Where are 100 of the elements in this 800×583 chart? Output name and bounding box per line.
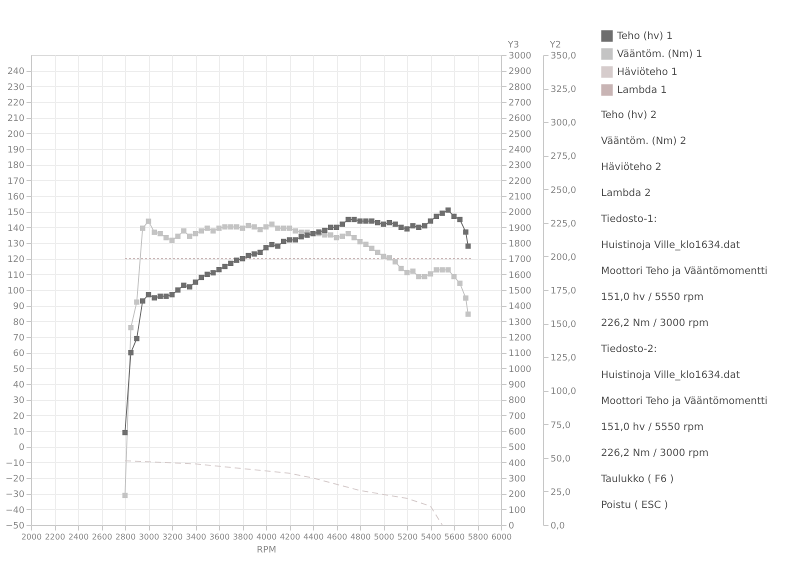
y-tick-label: 170 bbox=[7, 176, 25, 187]
point bbox=[457, 216, 463, 222]
point bbox=[128, 324, 134, 330]
y2-tick-label: 75,0 bbox=[550, 420, 571, 431]
y-tick-label: −30 bbox=[6, 490, 25, 500]
y-tick-label: 30 bbox=[13, 396, 25, 406]
y3-tick-label: 800 bbox=[508, 396, 526, 406]
point bbox=[322, 228, 328, 234]
x-tick-label: 4600 bbox=[326, 532, 348, 542]
point bbox=[198, 228, 204, 234]
y2-tick-label: 225,0 bbox=[550, 219, 577, 230]
point bbox=[175, 287, 181, 293]
legend-label: Vääntöm. (Nm) 1 bbox=[617, 49, 702, 60]
point bbox=[280, 238, 286, 244]
point bbox=[181, 228, 186, 234]
text: Moottori Teho ja Vääntömomentti bbox=[601, 266, 768, 277]
y3-tick-label: 2700 bbox=[508, 98, 532, 108]
point bbox=[228, 260, 234, 266]
point bbox=[204, 272, 210, 277]
x-tick-label: 3000 bbox=[138, 532, 160, 542]
y-tick-label: 80 bbox=[13, 318, 25, 328]
point bbox=[246, 252, 252, 258]
point bbox=[152, 295, 158, 300]
y3-tick-label: 1700 bbox=[508, 255, 532, 266]
point bbox=[410, 223, 416, 228]
point bbox=[369, 246, 374, 252]
y-tick-label: 150 bbox=[7, 208, 25, 218]
point bbox=[246, 222, 252, 228]
point bbox=[463, 229, 468, 235]
text: Poistu ( ESC ) bbox=[601, 500, 668, 511]
point bbox=[228, 224, 234, 230]
point bbox=[346, 216, 351, 222]
y-tick-label: 100 bbox=[7, 286, 25, 296]
y-tick-label: 140 bbox=[7, 224, 25, 234]
point bbox=[234, 258, 240, 263]
point bbox=[158, 230, 163, 236]
y-tick-label: 240 bbox=[7, 67, 25, 78]
point bbox=[465, 243, 471, 249]
point bbox=[386, 255, 392, 260]
y2-tick-label: 325,0 bbox=[550, 85, 577, 96]
legend-label: Lambda 1 bbox=[617, 85, 667, 96]
point bbox=[146, 292, 152, 298]
y-tick-label: 160 bbox=[7, 192, 25, 202]
point bbox=[369, 218, 374, 224]
y2-axis-title: Y2 bbox=[548, 40, 562, 50]
point bbox=[445, 267, 451, 273]
point bbox=[298, 234, 304, 240]
point bbox=[340, 234, 346, 239]
legend-label: Häviöteho 1 bbox=[617, 67, 678, 78]
point bbox=[292, 228, 298, 234]
y-tick-label: −50 bbox=[6, 522, 25, 532]
point bbox=[451, 214, 457, 220]
y3-tick-label: 2200 bbox=[508, 176, 532, 187]
y3-tick-label: 300 bbox=[508, 474, 526, 484]
point bbox=[140, 226, 146, 231]
point bbox=[257, 226, 263, 232]
point bbox=[240, 256, 246, 262]
y3-tick-label: 600 bbox=[508, 428, 526, 438]
point bbox=[163, 294, 169, 299]
x-tick-label: 3800 bbox=[232, 532, 254, 542]
point bbox=[434, 214, 440, 220]
point bbox=[463, 295, 468, 301]
point bbox=[263, 245, 269, 250]
y3-tick-label: 900 bbox=[508, 380, 526, 390]
point bbox=[186, 234, 192, 239]
point bbox=[445, 207, 451, 213]
y-tick-label: 200 bbox=[7, 130, 25, 140]
point bbox=[392, 222, 398, 227]
point bbox=[222, 224, 228, 230]
y2-tick-label: 25,0 bbox=[550, 488, 571, 498]
y3-tick-label: 100 bbox=[508, 506, 526, 516]
point bbox=[363, 242, 369, 247]
x-tick-label: 3400 bbox=[186, 532, 206, 542]
text: Teho (hv) 2 bbox=[600, 110, 657, 121]
point bbox=[275, 243, 280, 249]
y2-tick-label: 200,0 bbox=[550, 252, 577, 263]
point bbox=[351, 234, 357, 240]
point bbox=[428, 271, 434, 277]
y3-tick-label: 1200 bbox=[508, 334, 532, 344]
point bbox=[216, 266, 222, 272]
y-tick-label: 230 bbox=[7, 82, 25, 93]
point bbox=[392, 259, 398, 264]
y3-tick-label: 500 bbox=[508, 443, 526, 454]
point bbox=[192, 280, 198, 285]
point bbox=[252, 251, 257, 257]
point bbox=[440, 267, 445, 273]
point bbox=[434, 267, 440, 273]
text: Huistinoja Ville_klo1634.dat bbox=[601, 370, 740, 381]
y3-tick-label: 1100 bbox=[508, 349, 532, 360]
point bbox=[146, 218, 152, 224]
y2-tick-label: 50,0 bbox=[550, 454, 571, 464]
y-tick-label: 190 bbox=[7, 146, 25, 156]
y-tick-label: 0 bbox=[18, 443, 25, 454]
y3-tick-label: 400 bbox=[508, 458, 526, 469]
x-tick-label: 5400 bbox=[420, 532, 442, 542]
point bbox=[386, 220, 392, 226]
point bbox=[152, 230, 158, 235]
text: Häviöteho 2 bbox=[601, 162, 662, 173]
x-tick-label: 3200 bbox=[162, 532, 183, 542]
point bbox=[163, 234, 169, 240]
